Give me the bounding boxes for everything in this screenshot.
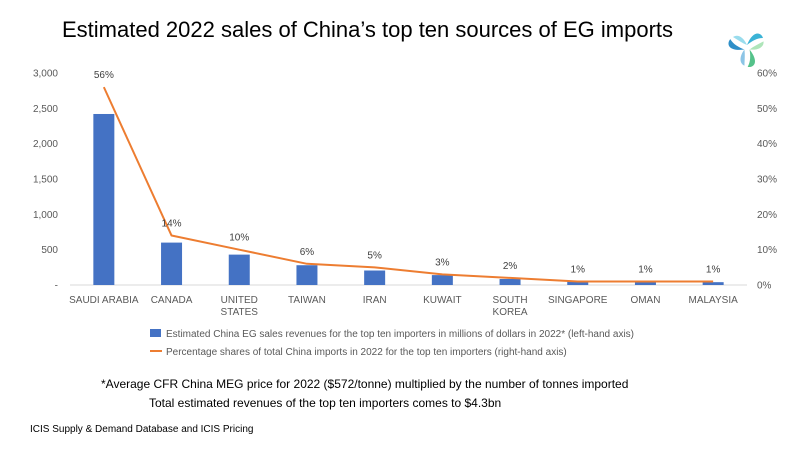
bar xyxy=(296,265,318,285)
category-label: KUWAIT xyxy=(423,295,462,306)
category-label: SAUDI ARABIA xyxy=(69,295,139,306)
legend-line-label: Percentage shares of total China imports… xyxy=(166,347,567,358)
line-data-label: 5% xyxy=(367,250,382,261)
category-label: SOUTH xyxy=(493,295,528,306)
category-label: UNITED xyxy=(221,295,258,306)
bar xyxy=(634,281,656,285)
line-data-label: 1% xyxy=(571,264,586,275)
left-axis-tick-label: - xyxy=(55,281,58,292)
right-axis-tick-label: 60% xyxy=(757,69,777,80)
right-axis-tick-label: 40% xyxy=(757,139,777,150)
right-axis-tick-label: 10% xyxy=(757,245,777,256)
bar xyxy=(364,270,386,285)
left-axis-tick-label: 500 xyxy=(41,245,58,256)
line-data-label: 2% xyxy=(503,261,518,272)
category-label: CANADA xyxy=(151,295,193,306)
category-label: SINGAPORE xyxy=(548,295,608,306)
legend-bar-label: Estimated China EG sales revenues for th… xyxy=(166,329,634,340)
footnote-price: *Average CFR China MEG price for 2022 ($… xyxy=(101,377,629,391)
right-axis-tick-label: 20% xyxy=(757,210,777,221)
legend: Estimated China EG sales revenues for th… xyxy=(150,329,634,358)
line-data-label: 1% xyxy=(638,264,653,275)
bar xyxy=(431,275,453,285)
left-axis-tick-label: 3,000 xyxy=(33,69,58,80)
icis-logo-icon xyxy=(728,33,764,67)
left-y-axis: - 500 1,000 1,500 2,000 2,500 3,000 xyxy=(33,69,58,292)
bar xyxy=(567,280,589,285)
left-axis-tick-label: 2,500 xyxy=(33,104,58,115)
line-data-label: 56% xyxy=(94,70,114,81)
source-note: ICIS Supply & Demand Database and ICIS P… xyxy=(30,424,254,435)
category-label: IRAN xyxy=(363,295,387,306)
category-label: TAIWAN xyxy=(288,295,326,306)
line-data-labels: 56% 14% 10% 6% 5% 3% 2% 1% 1% 1% xyxy=(94,70,721,275)
line-data-label: 14% xyxy=(162,219,182,230)
bar xyxy=(93,113,115,285)
category-label: MALAYSIA xyxy=(689,295,739,306)
left-axis-tick-label: 2,000 xyxy=(33,139,58,150)
line-data-label: 1% xyxy=(706,264,721,275)
left-axis-tick-label: 1,500 xyxy=(33,175,58,186)
bar xyxy=(702,282,724,285)
line-data-label: 3% xyxy=(435,257,450,268)
chart-title: Estimated 2022 sales of China’s top ten … xyxy=(62,17,674,42)
bar xyxy=(228,254,250,285)
right-axis-tick-label: 30% xyxy=(757,175,777,186)
right-y-axis: 0% 10% 20% 30% 40% 50% 60% xyxy=(757,69,777,292)
legend-bar-swatch xyxy=(150,329,161,337)
footnote-total: Total estimated revenues of the top ten … xyxy=(149,396,502,410)
bar xyxy=(161,242,183,285)
right-axis-tick-label: 0% xyxy=(757,281,772,292)
category-label: OMAN xyxy=(630,295,660,306)
category-label: STATES xyxy=(221,307,259,318)
bar xyxy=(499,278,521,285)
line-series xyxy=(102,86,714,283)
right-axis-tick-label: 50% xyxy=(757,104,777,115)
line-data-label: 6% xyxy=(300,247,315,258)
line-data-label: 10% xyxy=(229,233,249,244)
category-label: KOREA xyxy=(493,307,528,318)
left-axis-tick-label: 1,000 xyxy=(33,210,58,221)
bar-series xyxy=(93,113,724,285)
percentage-line xyxy=(102,86,714,283)
